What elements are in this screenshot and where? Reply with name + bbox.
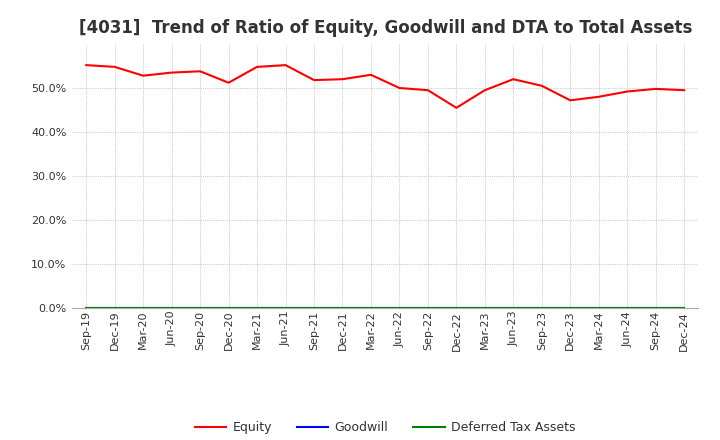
Goodwill <box>423 305 432 311</box>
Deferred Tax Assets <box>338 305 347 311</box>
Equity <box>196 69 204 74</box>
Goodwill <box>537 305 546 311</box>
Equity <box>110 64 119 70</box>
Deferred Tax Assets <box>623 305 631 311</box>
Equity <box>167 70 176 75</box>
Deferred Tax Assets <box>680 305 688 311</box>
Equity <box>310 77 318 83</box>
Equity <box>395 85 404 91</box>
Equity <box>623 89 631 94</box>
Equity <box>595 94 603 99</box>
Goodwill <box>196 305 204 311</box>
Goodwill <box>110 305 119 311</box>
Deferred Tax Assets <box>480 305 489 311</box>
Goodwill <box>623 305 631 311</box>
Goodwill <box>480 305 489 311</box>
Deferred Tax Assets <box>139 305 148 311</box>
Deferred Tax Assets <box>366 305 375 311</box>
Goodwill <box>167 305 176 311</box>
Equity <box>253 64 261 70</box>
Deferred Tax Assets <box>167 305 176 311</box>
Deferred Tax Assets <box>652 305 660 311</box>
Goodwill <box>139 305 148 311</box>
Equity <box>225 80 233 85</box>
Equity <box>139 73 148 78</box>
Goodwill <box>82 305 91 311</box>
Goodwill <box>566 305 575 311</box>
Goodwill <box>652 305 660 311</box>
Goodwill <box>366 305 375 311</box>
Equity <box>652 86 660 92</box>
Deferred Tax Assets <box>423 305 432 311</box>
Goodwill <box>253 305 261 311</box>
Equity <box>452 105 461 110</box>
Goodwill <box>595 305 603 311</box>
Deferred Tax Assets <box>452 305 461 311</box>
Equity <box>509 77 518 82</box>
Equity <box>680 88 688 93</box>
Deferred Tax Assets <box>253 305 261 311</box>
Equity <box>480 88 489 93</box>
Deferred Tax Assets <box>196 305 204 311</box>
Deferred Tax Assets <box>225 305 233 311</box>
Deferred Tax Assets <box>537 305 546 311</box>
Deferred Tax Assets <box>395 305 404 311</box>
Goodwill <box>225 305 233 311</box>
Deferred Tax Assets <box>82 305 91 311</box>
Goodwill <box>395 305 404 311</box>
Equity <box>423 88 432 93</box>
Deferred Tax Assets <box>595 305 603 311</box>
Equity <box>338 77 347 82</box>
Goodwill <box>310 305 318 311</box>
Deferred Tax Assets <box>110 305 119 311</box>
Legend: Equity, Goodwill, Deferred Tax Assets: Equity, Goodwill, Deferred Tax Assets <box>190 416 580 439</box>
Equity <box>366 72 375 77</box>
Goodwill <box>282 305 290 311</box>
Deferred Tax Assets <box>566 305 575 311</box>
Goodwill <box>452 305 461 311</box>
Deferred Tax Assets <box>509 305 518 311</box>
Goodwill <box>509 305 518 311</box>
Equity <box>566 98 575 103</box>
Goodwill <box>680 305 688 311</box>
Title: [4031]  Trend of Ratio of Equity, Goodwill and DTA to Total Assets: [4031] Trend of Ratio of Equity, Goodwil… <box>78 19 692 37</box>
Deferred Tax Assets <box>310 305 318 311</box>
Equity <box>537 83 546 88</box>
Line: Equity: Equity <box>86 65 684 108</box>
Equity <box>282 62 290 68</box>
Goodwill <box>338 305 347 311</box>
Equity <box>82 62 91 68</box>
Deferred Tax Assets <box>282 305 290 311</box>
